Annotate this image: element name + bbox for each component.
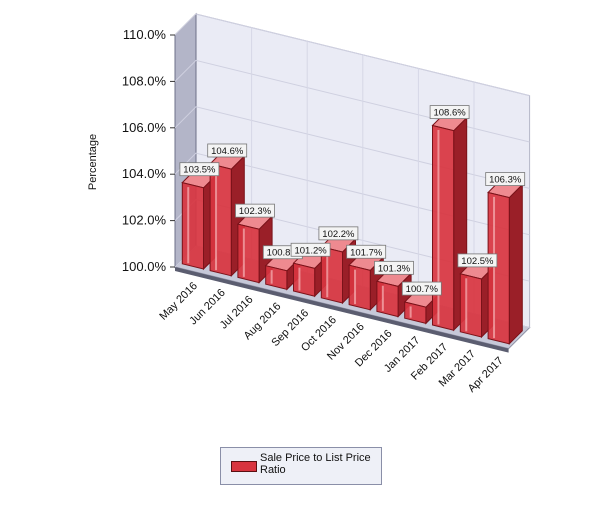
legend-label: Sale Price to List Price Ratio — [260, 452, 371, 476]
data-label: 103.5% — [183, 165, 216, 176]
bar — [348, 264, 371, 311]
data-label-box — [179, 162, 220, 177]
data-label: 102.2% — [322, 229, 355, 240]
y-tick-label: 102.0% — [122, 213, 167, 228]
data-label-box — [346, 244, 387, 259]
bar-side — [508, 183, 523, 346]
bar — [459, 273, 482, 338]
y-axis-title: Percentage — [87, 134, 99, 190]
data-label-box — [290, 242, 331, 257]
data-label: 108.6% — [433, 108, 466, 119]
data-label: 102.3% — [239, 206, 272, 217]
y-tick-label: 100.0% — [122, 259, 167, 274]
data-label-box — [318, 226, 359, 241]
y-tick-label: 106.0% — [122, 120, 167, 135]
bar — [209, 163, 232, 277]
legend-swatch — [231, 461, 257, 472]
legend: Sale Price to List Price Ratio — [220, 447, 382, 485]
floor-edge — [175, 267, 509, 353]
data-label: 102.5% — [461, 256, 494, 267]
bar — [376, 280, 399, 318]
data-label-box — [457, 253, 498, 268]
data-label: 101.3% — [378, 263, 411, 274]
data-label: 104.6% — [211, 146, 244, 157]
data-label-box — [207, 143, 248, 158]
data-label-box — [485, 172, 526, 186]
data-label: 100.8% — [267, 248, 300, 259]
data-label-box — [235, 203, 275, 218]
data-label-box — [401, 281, 442, 296]
data-label: 101.2% — [294, 245, 327, 256]
bar — [237, 223, 260, 284]
bar — [293, 262, 316, 297]
data-label: 100.7% — [406, 284, 439, 295]
data-label: 101.7% — [350, 247, 383, 258]
data-label-box — [429, 105, 470, 119]
y-tick-label: 104.0% — [122, 166, 167, 181]
bar — [181, 181, 204, 270]
bar — [487, 191, 510, 345]
data-label: 106.3% — [489, 175, 522, 186]
y-tick-label: 110.0% — [123, 27, 167, 42]
y-tick-label: 108.0% — [122, 73, 167, 88]
bar — [432, 124, 455, 331]
data-label-box — [374, 260, 414, 275]
